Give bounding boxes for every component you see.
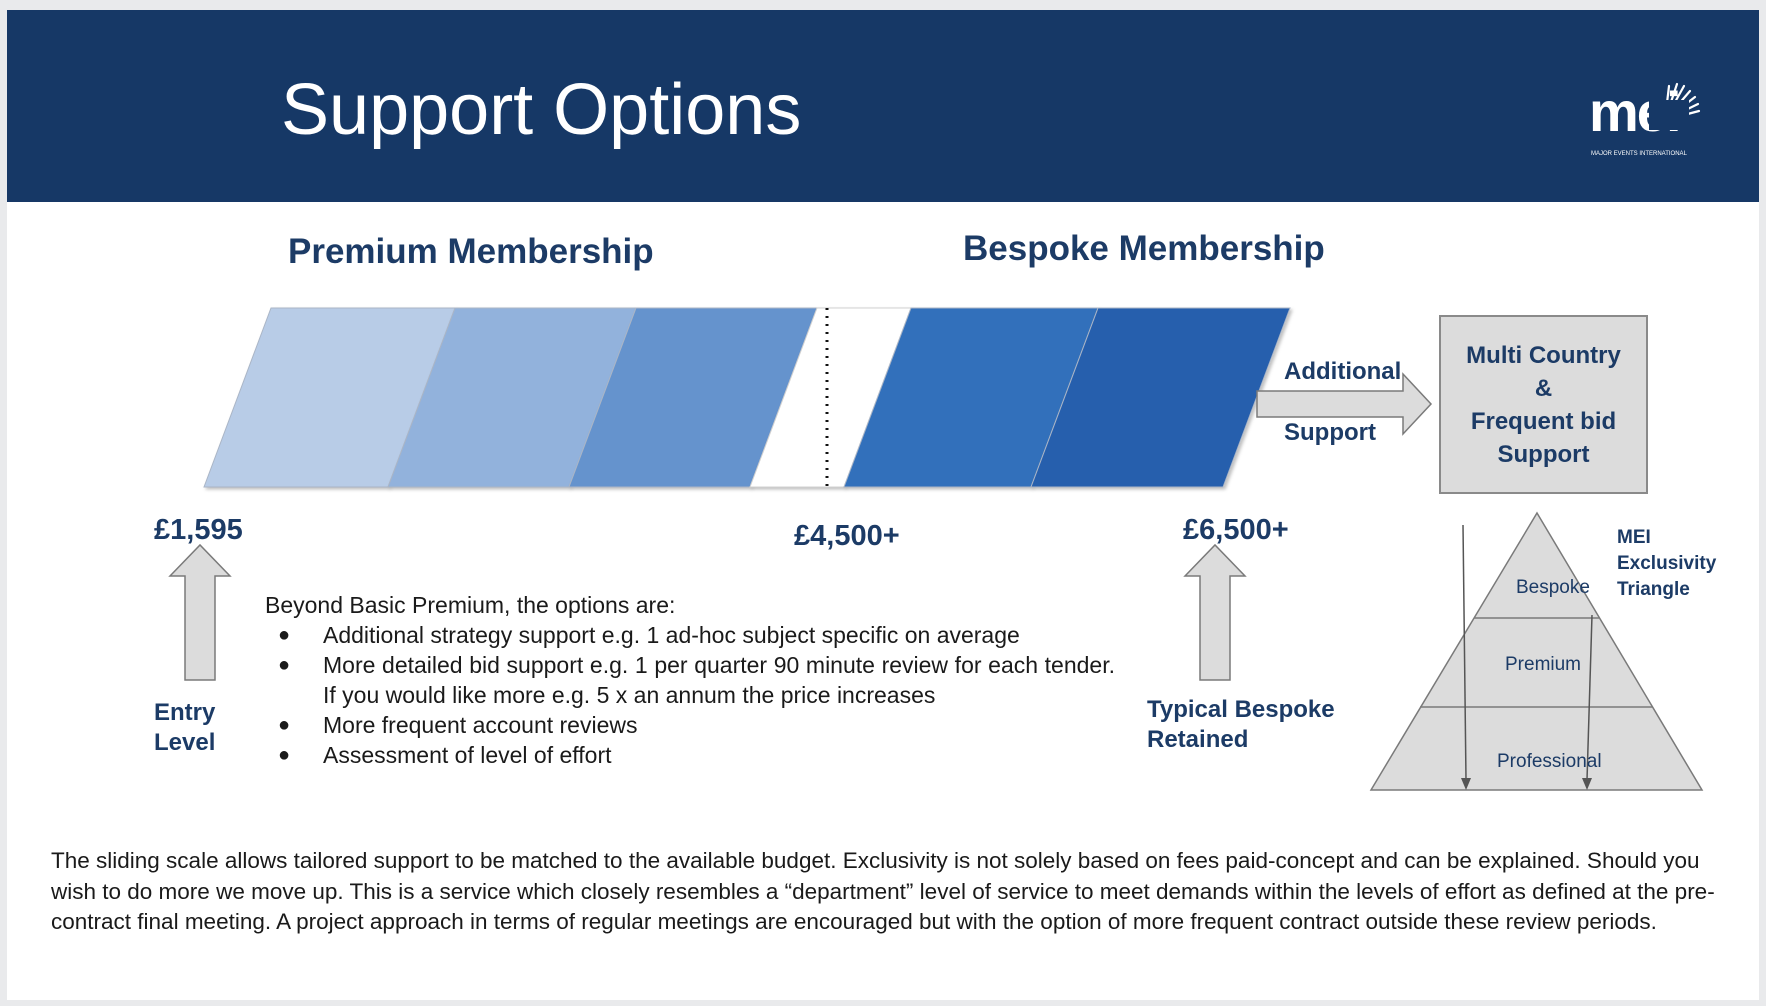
logo-subtitle: MAJOR EVENTS INTERNATIONAL bbox=[1591, 151, 1687, 157]
entry-level-label-line2: Level bbox=[154, 729, 216, 756]
additional-support-arrow bbox=[1256, 372, 1433, 436]
multi-country-line: Frequent bid bbox=[1470, 407, 1617, 435]
triangle-right-arrow-line bbox=[1586, 614, 1593, 781]
options-block: Beyond Basic Premium, the options are: A… bbox=[265, 590, 1115, 770]
typical-bespoke-arrow bbox=[1183, 543, 1247, 681]
triangle-tier-premium: Premium bbox=[1505, 654, 1582, 675]
slide: Support Options mei MAJOR EVENTS INTERNA… bbox=[7, 10, 1759, 1000]
multi-country-line: & bbox=[1534, 374, 1553, 402]
options-list-item: Assessment of level of effort bbox=[265, 740, 1115, 770]
support-label: Support bbox=[1284, 419, 1376, 446]
sliding-scale-graphic bbox=[168, 307, 1704, 791]
page-title: Support Options bbox=[281, 70, 802, 150]
triangle-title-line: Exclusivity bbox=[1617, 553, 1717, 574]
price-mid: £4,500+ bbox=[794, 520, 900, 552]
triangle-tier-professional: Professional bbox=[1497, 751, 1602, 772]
triangle-title-line: MEI bbox=[1617, 527, 1651, 548]
options-list-item: More frequent account reviews bbox=[265, 710, 1115, 740]
triangle-left-arrow-line bbox=[1462, 524, 1467, 781]
bespoke-membership-heading: Bespoke Membership bbox=[963, 229, 1325, 268]
entry-level-label-line1: Entry bbox=[154, 699, 216, 726]
options-intro: Beyond Basic Premium, the options are: bbox=[265, 592, 676, 618]
mei-logo: mei MAJOR EVENTS INTERNATIONAL bbox=[1589, 76, 1714, 164]
footer-paragraph: The sliding scale allows tailored suppor… bbox=[51, 848, 1715, 934]
premium-membership-heading: Premium Membership bbox=[288, 232, 654, 271]
entry-level-arrow bbox=[168, 543, 232, 681]
options-list: Additional strategy support e.g. 1 ad-ho… bbox=[265, 620, 1115, 770]
exclusivity-triangle bbox=[1369, 511, 1704, 791]
multi-country-line: Multi Country bbox=[1466, 341, 1621, 369]
header-bar: Support Options mei MAJOR EVENTS INTERNA… bbox=[7, 10, 1759, 202]
scale-step-5 bbox=[1030, 307, 1291, 488]
multi-country-line: Support bbox=[1497, 440, 1590, 468]
triangle-left-arrowhead bbox=[1461, 778, 1471, 790]
price-bespoke: £6,500+ bbox=[1183, 514, 1289, 546]
multi-country-box: Multi Country & Frequent bid Support bbox=[1439, 315, 1648, 494]
triangle-title-line: Triangle bbox=[1617, 579, 1690, 600]
logo-burst-icon bbox=[1649, 82, 1701, 130]
triangle-title: MEI Exclusivity Triangle bbox=[1617, 525, 1716, 603]
options-list-item: Additional strategy support e.g. 1 ad-ho… bbox=[265, 620, 1115, 650]
additional-label: Additional bbox=[1284, 358, 1402, 385]
options-list-item: More detailed bid support e.g. 1 per qua… bbox=[265, 650, 1115, 710]
triangle-right-arrowhead bbox=[1582, 778, 1592, 790]
typical-bespoke-label-line2: Retained bbox=[1147, 726, 1249, 753]
price-entry: £1,595 bbox=[154, 514, 243, 546]
triangle-tier-bespoke: Bespoke bbox=[1516, 577, 1590, 598]
typical-bespoke-label-line1: Typical Bespoke bbox=[1147, 696, 1335, 723]
